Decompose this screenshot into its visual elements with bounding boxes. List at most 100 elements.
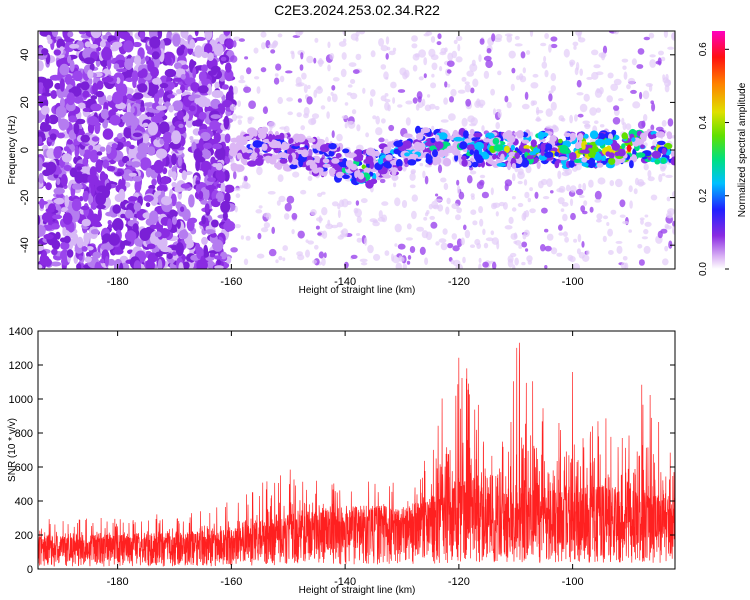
noise-blob [625,123,632,130]
spectrogram-x-ticks: -180 -160 -140 -120 -100 [107,31,584,288]
noise-blob [233,171,237,180]
noise-blob [100,258,105,264]
noise-blob [122,169,133,181]
noise-blob [411,35,418,42]
noise-blob [96,151,103,156]
noise-blob [112,91,124,105]
noise-blob [446,69,452,74]
noise-blob [397,104,403,108]
signal-blob [240,136,247,146]
noise-blob [659,162,667,170]
noise-blob [388,124,395,132]
noise-blob [168,169,173,178]
noise-blob [132,223,139,233]
noise-blob [140,68,148,78]
noise-blob [182,208,191,221]
noise-blob [662,74,666,81]
noise-blob [312,259,317,264]
x-tick-label: -120 [448,576,470,588]
noise-blob [229,104,237,111]
noise-blob [282,245,289,252]
noise-blob [618,98,624,102]
noise-blob [159,138,165,145]
signal-blob [346,152,357,159]
signal-blob [322,163,331,168]
noise-blob [643,228,649,235]
noise-blob [220,182,226,194]
signal-blob [482,142,488,150]
noise-blob [256,166,263,176]
noise-blob [516,75,520,81]
noise-blob [222,99,233,108]
noise-blob [201,215,206,225]
signal-blob [558,138,563,144]
noise-blob [613,78,622,86]
noise-blob [434,105,440,111]
noise-blob [59,46,65,51]
noise-blob [95,159,103,173]
noise-blob [465,98,472,107]
noise-blob [527,197,531,203]
noise-blob [672,220,675,228]
signal-blob [385,154,393,161]
spectrogram-y-axis-label: Frequency (Hz) [7,116,18,185]
noise-blob [469,63,478,72]
noise-blob [450,259,455,265]
noise-blob [385,36,390,45]
signal-blob [670,158,675,166]
noise-blob [418,76,424,81]
noise-blob [582,254,590,262]
noise-blob [101,76,114,83]
signal-blob [538,132,549,138]
noise-blob [92,82,98,96]
noise-blob [409,172,416,181]
noise-blob [375,115,381,125]
signal-blob [415,125,421,135]
noise-blob [409,246,416,253]
colorbar-tick-label: 0.4 [698,115,709,129]
noise-blob [610,83,619,92]
signal-blob [461,159,468,167]
noise-blob [434,198,443,202]
noise-blob [314,37,319,43]
noise-blob [321,257,326,266]
noise-blob [107,220,112,225]
noise-blob [347,84,353,88]
noise-blob [344,122,348,129]
noise-blob [43,233,54,240]
noise-blob [307,240,315,245]
noise-blob [160,190,166,197]
signal-blob [506,161,512,171]
noise-blob [644,221,652,227]
noise-blob [337,209,341,219]
noise-blob [166,253,173,260]
noise-blob [181,64,189,70]
noise-blob [388,50,396,56]
noise-blob [82,149,92,160]
signal-blob [492,154,497,160]
noise-blob [256,253,265,259]
noise-blob [310,209,317,216]
noise-blob [70,208,80,223]
noise-blob [327,219,331,227]
signal-blob [369,160,375,170]
noise-blob [232,113,237,122]
noise-blob [355,53,362,61]
noise-blob [574,114,578,122]
noise-blob [326,111,330,119]
noise-blob [112,204,121,214]
colorbar-tick-label: 0.0 [698,262,709,276]
noise-blob [362,87,366,94]
signal-blob [573,158,581,163]
noise-blob [648,84,653,92]
noise-blob [184,239,194,245]
noise-blob [189,136,194,141]
noise-blob [579,103,588,113]
noise-blob [372,221,380,227]
noise-blob [490,230,495,236]
noise-blob [243,86,252,93]
noise-blob [429,215,436,220]
noise-blob [623,71,628,80]
signal-blob [523,145,531,150]
noise-blob [71,183,83,190]
